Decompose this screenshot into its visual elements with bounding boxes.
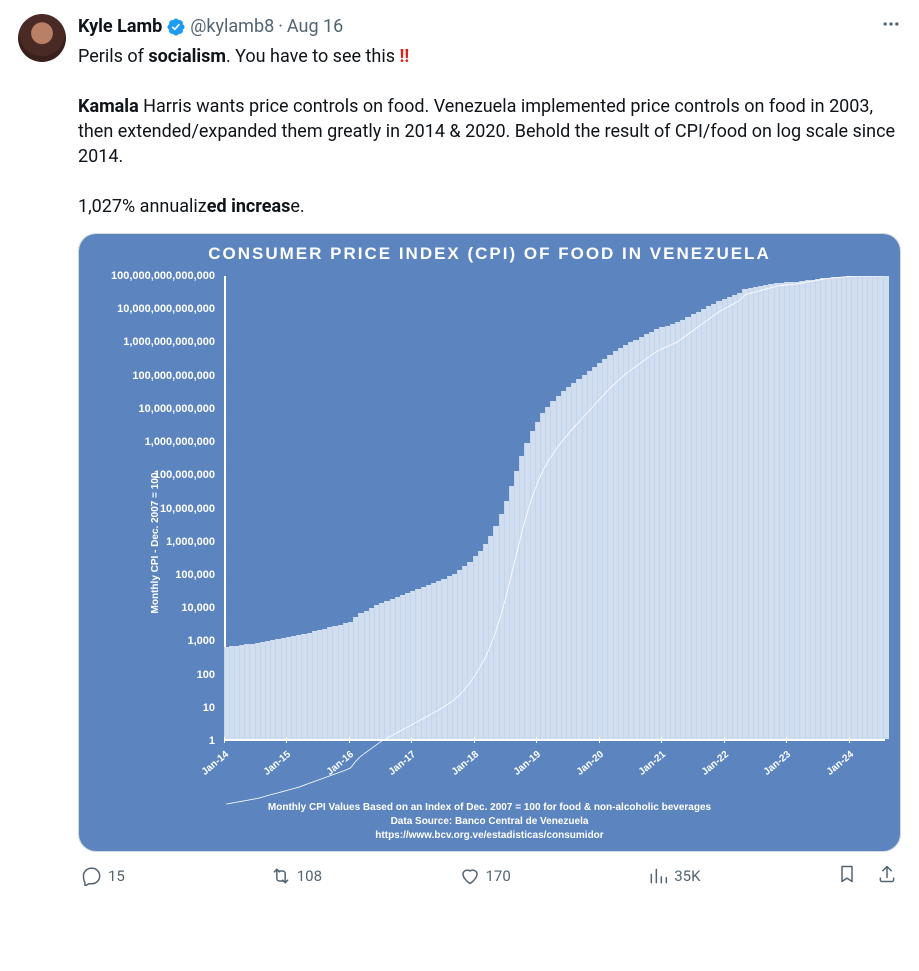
share-icon	[877, 864, 897, 884]
verified-badge-icon	[166, 17, 186, 37]
tweet: Kyle Lamb @kylamb8 · Aug 16 Perils of so…	[0, 0, 919, 902]
chart-ytick: 100,000,000,000,000	[111, 270, 215, 282]
chart-xtick: Jan-17	[373, 749, 418, 790]
chart-bar	[883, 276, 889, 739]
chart-ytick: 10	[203, 702, 215, 714]
chart-caption: Monthly CPI Values Based on an Index of …	[79, 801, 900, 843]
chart-xtick: Jan-16	[311, 749, 356, 790]
author-name[interactable]: Kyle Lamb	[78, 16, 162, 38]
chart-xtick: Jan-21	[623, 749, 668, 790]
chart-xtick: Jan-18	[436, 749, 481, 790]
like-button[interactable]: 170	[460, 866, 649, 886]
chart-xtick: Jan-24	[810, 749, 855, 790]
chart-ytick: 1,000,000,000	[145, 436, 215, 448]
more-button[interactable]	[881, 14, 901, 40]
chart-plot-area	[224, 276, 885, 741]
chart-xtick: Jan-20	[560, 749, 605, 790]
views-button[interactable]: 35K	[648, 866, 837, 886]
heart-icon	[460, 866, 480, 886]
chart-ytick: 100	[197, 669, 215, 681]
chart-ytick: 10,000,000,000,000	[117, 303, 215, 315]
avatar[interactable]	[18, 14, 66, 62]
tweet-main: Kyle Lamb @kylamb8 · Aug 16 Perils of so…	[66, 14, 901, 894]
chart-ytick: 100,000	[175, 569, 215, 581]
action-bar: 15 108 170 35K	[78, 852, 901, 894]
reply-icon	[82, 866, 102, 886]
chart-ytick: 10,000,000,000	[139, 403, 215, 415]
retweet-icon	[271, 866, 291, 886]
tweet-header: Kyle Lamb @kylamb8 · Aug 16	[78, 14, 901, 40]
views-icon	[648, 866, 668, 886]
chart-ytick: 10,000,000	[160, 503, 215, 515]
chart-ytick: 100,000,000,000	[132, 370, 215, 382]
chart-ytick: 1,000,000	[166, 536, 215, 548]
retweet-button[interactable]: 108	[271, 866, 460, 886]
chart-xtick: Jan-22	[685, 749, 730, 790]
chart-ytick: 1,000,000,000,000	[123, 336, 215, 348]
author-handle[interactable]: @kylamb8	[190, 16, 274, 38]
tweet-date[interactable]: Aug 16	[287, 16, 343, 38]
chart-ytick: 10,000	[181, 602, 215, 614]
cpi-chart: CONSUMER PRICE INDEX (CPI) OF FOOD IN VE…	[79, 234, 900, 851]
chart-xtick: Jan-23	[748, 749, 793, 790]
chart-ytick: 100,000,000	[154, 469, 215, 481]
chart-xtick: Jan-14	[186, 749, 231, 790]
tweet-media[interactable]: CONSUMER PRICE INDEX (CPI) OF FOOD IN VE…	[78, 233, 901, 852]
chart-ytick: 1	[209, 735, 215, 747]
bookmark-button[interactable]	[837, 864, 857, 888]
double-exclaim-icon: ‼	[399, 46, 409, 67]
view-count: 35K	[674, 867, 700, 885]
bookmark-icon	[837, 864, 857, 884]
chart-yticks: 100,000,000,000,00010,000,000,000,0001,0…	[79, 276, 221, 741]
share-button[interactable]	[877, 864, 897, 888]
like-count: 170	[486, 867, 511, 885]
separator-dot: ·	[278, 16, 283, 38]
retweet-count: 108	[297, 867, 322, 885]
chart-xtick: Jan-15	[248, 749, 293, 790]
chart-title: CONSUMER PRICE INDEX (CPI) OF FOOD IN VE…	[79, 244, 900, 264]
chart-xtick: Jan-19	[498, 749, 543, 790]
reply-count: 15	[108, 867, 125, 885]
tweet-text: Perils of socialism. You have to see thi…	[78, 44, 901, 219]
chart-ytick: 1,000	[187, 635, 215, 647]
reply-button[interactable]: 15	[82, 866, 271, 886]
